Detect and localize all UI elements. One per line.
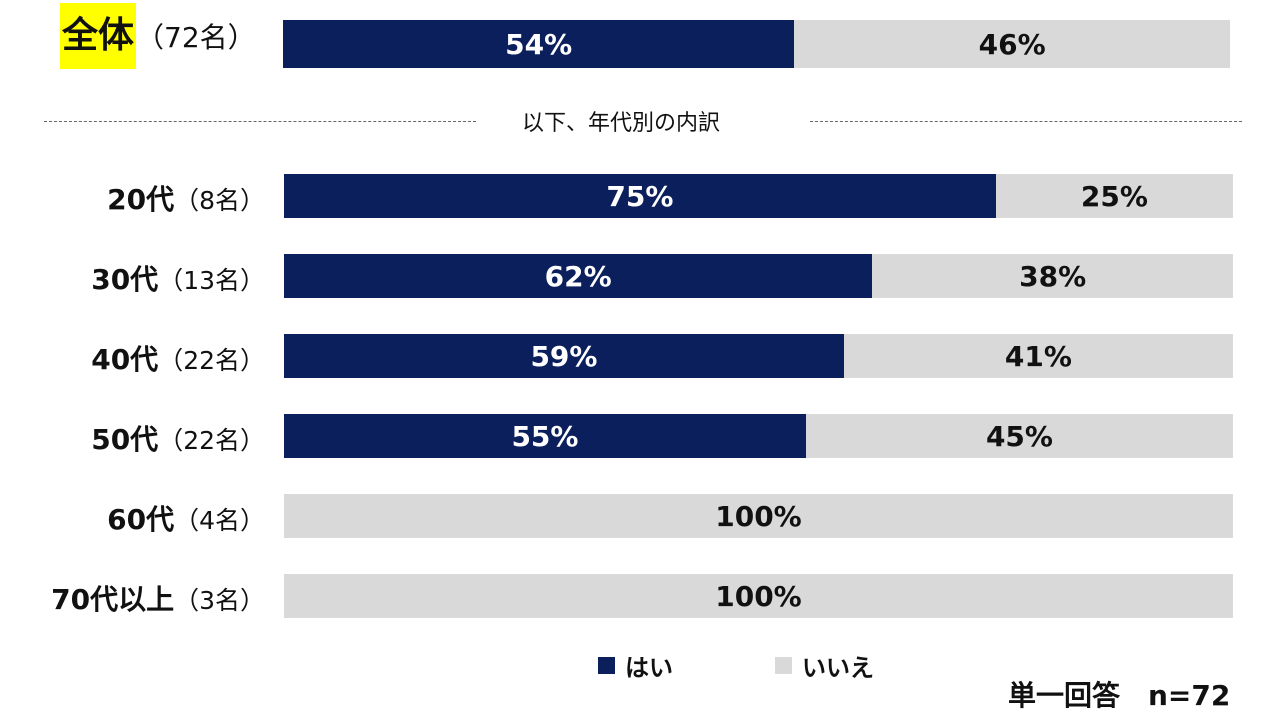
overall-group-name: 全体 bbox=[60, 3, 137, 69]
overall-bar-no-value: 46% bbox=[978, 27, 1046, 61]
overall-bar-yes-value: 54% bbox=[505, 27, 573, 61]
row-bar-no-value: 38% bbox=[1019, 259, 1087, 293]
overall-count: （72名） bbox=[136, 21, 256, 54]
row-group-name: 40代 bbox=[91, 343, 159, 376]
row-bar-yes-segment: 59% bbox=[284, 334, 844, 378]
row-bar-no-segment: 45% bbox=[805, 414, 1233, 458]
row-bar-yes-segment: 75% bbox=[284, 174, 996, 218]
row-bar-no-segment: 100% bbox=[284, 574, 1233, 618]
row-bar-no-value: 25% bbox=[1080, 179, 1148, 213]
footer-note: 単一回答 n=72 bbox=[1008, 679, 1231, 712]
row-label: 50代（22名） bbox=[91, 418, 265, 458]
row-count: （22名） bbox=[158, 346, 265, 375]
row-count: （22名） bbox=[158, 426, 265, 455]
row-group-name: 50代 bbox=[91, 423, 159, 456]
divider-line-right bbox=[810, 121, 1242, 122]
row-count: （8名） bbox=[174, 186, 265, 215]
row-bar-no-segment: 38% bbox=[872, 254, 1233, 298]
row-count: （13名） bbox=[158, 266, 265, 295]
row-label: 20代（8名） bbox=[107, 178, 265, 218]
legend-yes-swatch bbox=[598, 657, 615, 674]
legend-no-swatch bbox=[775, 657, 792, 674]
row-label: 30代（13名） bbox=[91, 258, 265, 298]
row-bar-yes-value: 75% bbox=[606, 179, 674, 213]
row-label: 70代以上（3名） bbox=[51, 578, 265, 618]
row-count: （4名） bbox=[174, 506, 265, 535]
row-label: 40代（22名） bbox=[91, 338, 265, 378]
legend-yes: はい bbox=[598, 648, 673, 683]
row-bar-no-value: 45% bbox=[985, 419, 1053, 453]
divider-line-left bbox=[44, 121, 476, 122]
legend-yes-label: はい bbox=[625, 654, 673, 682]
row-bar-yes-segment: 55% bbox=[284, 414, 806, 458]
row-bar-no-segment: 25% bbox=[995, 174, 1233, 218]
legend-no: いいえ bbox=[775, 648, 874, 683]
row-bar-no-value: 100% bbox=[715, 499, 802, 533]
overall-bar-no-segment: 46% bbox=[794, 20, 1230, 68]
row-bar-no-value: 41% bbox=[1004, 339, 1072, 373]
row-bar-no-segment: 41% bbox=[843, 334, 1233, 378]
row-bar-yes-segment: 62% bbox=[284, 254, 873, 298]
row-group-name: 70代以上 bbox=[51, 583, 175, 616]
overall-bar-yes-segment: 54% bbox=[283, 20, 795, 68]
row-group-name: 20代 bbox=[107, 183, 175, 216]
row-count: （3名） bbox=[174, 586, 265, 615]
row-bar-yes-value: 59% bbox=[530, 339, 598, 373]
overall-label: 全体（72名） bbox=[60, 3, 256, 69]
legend-no-label: いいえ bbox=[802, 654, 874, 682]
row-bar-no-value: 100% bbox=[715, 579, 802, 613]
divider-text: 以下、年代別の内訳 bbox=[522, 111, 721, 136]
row-bar-no-segment: 100% bbox=[284, 494, 1233, 538]
row-bar-yes-value: 55% bbox=[511, 419, 579, 453]
row-group-name: 30代 bbox=[91, 263, 159, 296]
row-bar-yes-value: 62% bbox=[544, 259, 612, 293]
row-label: 60代（4名） bbox=[107, 498, 265, 538]
row-group-name: 60代 bbox=[107, 503, 175, 536]
